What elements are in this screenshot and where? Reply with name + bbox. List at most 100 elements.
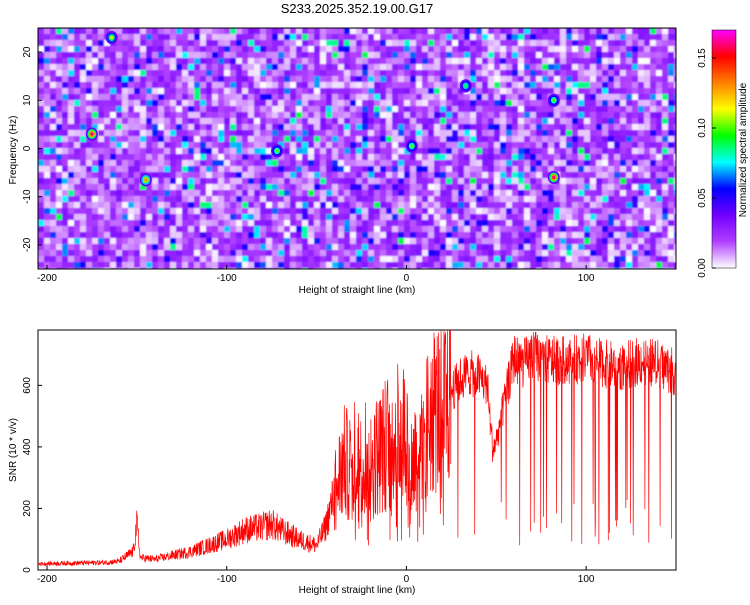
heatmap-cell (164, 46, 171, 53)
heatmap-cell (206, 40, 213, 47)
heatmap-cell (638, 52, 645, 59)
heatmap-cell (632, 34, 639, 41)
heatmap-cell (230, 40, 237, 47)
heatmap-cell (266, 124, 273, 131)
heatmap-cell (446, 76, 453, 83)
heatmap-cell (182, 106, 189, 113)
heatmap-cell (440, 232, 447, 239)
heatmap-cell (308, 232, 315, 239)
heatmap-cell (332, 118, 339, 125)
heatmap-cell (524, 52, 531, 59)
heatmap-cell (650, 100, 657, 107)
heatmap-cell (530, 244, 537, 251)
heatmap-cell (482, 70, 489, 77)
heatmap-cell (98, 64, 105, 71)
heatmap-cell (326, 238, 333, 245)
heatmap-cell (464, 154, 471, 161)
heatmap-cell (56, 112, 63, 119)
heatmap-cell (290, 106, 297, 113)
heatmap-cell (668, 112, 675, 119)
heatmap-cell (662, 28, 669, 35)
heatmap-cell (596, 238, 603, 245)
heatmap-cell (506, 148, 513, 155)
heatmap-cell (368, 46, 375, 53)
heatmap-cell (314, 172, 321, 179)
heatmap-cell (476, 208, 483, 215)
heatmap-cell (44, 118, 51, 125)
heatmap-cell (452, 244, 459, 251)
heatmap-cell (362, 238, 369, 245)
heatmap-cell (464, 142, 471, 149)
heatmap-cell (380, 70, 387, 77)
heatmap-cell (566, 190, 573, 197)
heatmap-cell (188, 262, 195, 269)
heatmap-cell (80, 244, 87, 251)
heatmap-cell (638, 208, 645, 215)
heatmap-cell (104, 52, 111, 59)
heatmap-cell (152, 40, 159, 47)
heatmap-cell (62, 118, 69, 125)
heatmap-cell (206, 220, 213, 227)
heatmap-cell (332, 124, 339, 131)
heatmap-cell (440, 172, 447, 179)
heatmap-cell (206, 52, 213, 59)
heatmap-cell (266, 166, 273, 173)
heatmap-cell (584, 82, 591, 89)
heatmap-cell (464, 136, 471, 143)
heatmap-cell (398, 82, 405, 89)
heatmap-cell (644, 238, 651, 245)
heatmap-cell (332, 232, 339, 239)
heatmap-cell (602, 64, 609, 71)
heatmap-cell (344, 88, 351, 95)
heatmap-cell (458, 202, 465, 209)
heatmap-cell (194, 172, 201, 179)
heatmap-cell (86, 46, 93, 53)
heatmap-cell (266, 28, 273, 35)
heatmap-cell (182, 148, 189, 155)
heatmap-cell (566, 142, 573, 149)
heatmap-cell (218, 142, 225, 149)
heatmap-cell (518, 208, 525, 215)
heatmap-cell (128, 232, 135, 239)
heatmap-cell (578, 172, 585, 179)
heatmap-cell (230, 172, 237, 179)
heatmap-cell (626, 190, 633, 197)
heatmap-cell (122, 112, 129, 119)
heatmap-cell (224, 208, 231, 215)
heatmap-cell (674, 196, 676, 203)
heatmap-cell (410, 202, 417, 209)
heatmap-cell (242, 124, 249, 131)
heatmap-cell (626, 262, 633, 269)
heatmap-cell (578, 64, 585, 71)
heatmap-cell (92, 244, 99, 251)
heatmap-cell (56, 82, 63, 89)
heatmap-cell (590, 226, 597, 233)
heatmap-cell (68, 238, 75, 245)
heatmap-cell (656, 124, 663, 131)
heatmap-cell (386, 238, 393, 245)
heatmap-cell (188, 130, 195, 137)
heatmap-cell (224, 214, 231, 221)
heatmap-cell (272, 118, 279, 125)
heatmap-cell (158, 256, 165, 263)
heatmap-cell (374, 82, 381, 89)
heatmap-cell (314, 28, 321, 35)
heatmap-cell (350, 232, 357, 239)
heatmap-cell (554, 82, 561, 89)
heatmap-cell (62, 148, 69, 155)
snr-data-point (316, 545, 317, 546)
heatmap-cell (116, 226, 123, 233)
heatmap-cell (284, 244, 291, 251)
heatmap-y-tick-label: -20 (22, 237, 33, 252)
heatmap-cell (596, 250, 603, 257)
heatmap-cell (224, 88, 231, 95)
snr-data-point (621, 366, 622, 367)
heatmap-cell (176, 220, 183, 227)
heatmap-cell (302, 184, 309, 191)
heatmap-cell (524, 58, 531, 65)
heatmap-cell (548, 250, 555, 257)
heatmap-cell (368, 106, 375, 113)
heatmap-cell (668, 244, 675, 251)
heatmap-cell (512, 262, 519, 269)
heatmap-cell (386, 142, 393, 149)
